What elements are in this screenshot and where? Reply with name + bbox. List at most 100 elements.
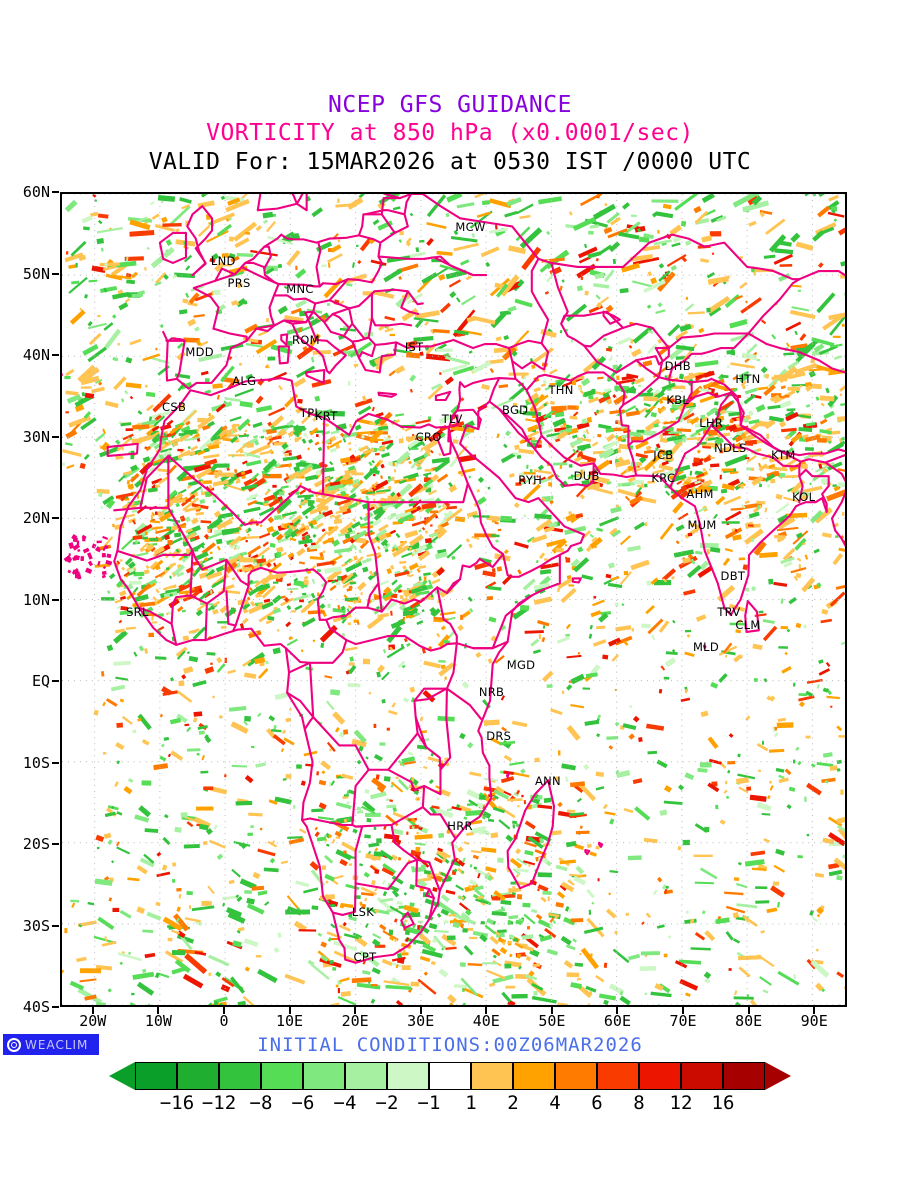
vorticity-patch xyxy=(439,302,451,314)
vorticity-patch xyxy=(146,246,150,251)
vorticity-patch xyxy=(780,385,786,390)
city-label-ahm: AHM xyxy=(686,486,714,501)
colorbar-tick-7: 1 xyxy=(465,1092,477,1114)
colorbar-tick-12: 12 xyxy=(669,1092,693,1114)
vorticity-patch xyxy=(795,342,816,363)
vorticity-patch xyxy=(299,310,306,317)
vorticity-patch xyxy=(656,211,674,219)
vorticity-patch xyxy=(799,333,807,341)
vorticity-patch xyxy=(516,454,522,460)
vorticity-patch xyxy=(197,225,211,237)
initial-conditions-label: INITIAL CONDITIONS:00Z06MAR2026 xyxy=(257,1034,643,1056)
vorticity-patch xyxy=(465,275,472,281)
vorticity-patch xyxy=(828,310,845,321)
vorticity-patch xyxy=(295,268,307,279)
vorticity-patch xyxy=(235,298,247,308)
vorticity-patch xyxy=(221,376,240,384)
vorticity-patch xyxy=(837,468,845,475)
vorticity-patch xyxy=(97,314,101,318)
vorticity-patch xyxy=(88,279,98,283)
vorticity-patch xyxy=(100,505,104,510)
city-label-mcw: MCW xyxy=(455,220,486,235)
vorticity-patch xyxy=(670,265,678,271)
vorticity-patch xyxy=(267,235,294,246)
vorticity-patch xyxy=(357,259,362,265)
vorticity-patch xyxy=(374,417,384,425)
y-tick-mark xyxy=(52,354,59,356)
x-tick-mark xyxy=(354,1007,357,1014)
vorticity-patch xyxy=(604,202,608,207)
vorticity-patch xyxy=(647,343,658,355)
vorticity-patch xyxy=(347,380,351,386)
vorticity-patch xyxy=(424,530,429,534)
vorticity-patch xyxy=(748,220,757,227)
vorticity-patch xyxy=(504,210,518,218)
x-tick-mark xyxy=(550,1007,553,1014)
vorticity-patch xyxy=(498,384,509,389)
vorticity-patch xyxy=(529,393,545,412)
vorticity-patch xyxy=(212,383,223,389)
vorticity-patch xyxy=(570,338,574,343)
vorticity-patch xyxy=(609,216,621,226)
vorticity-patch xyxy=(154,224,175,233)
x-tick-mark xyxy=(616,1007,619,1014)
vorticity-patch xyxy=(812,194,817,197)
y-axis-tick-30N: 30N xyxy=(22,427,50,446)
vorticity-patch xyxy=(605,304,614,313)
vorticity-patch xyxy=(188,292,200,305)
vorticity-patch xyxy=(64,376,71,380)
vorticity-patch xyxy=(376,447,380,451)
vorticity-patch xyxy=(262,211,274,219)
colorbar-swatch-13 xyxy=(681,1062,723,1090)
vorticity-patch xyxy=(263,265,278,271)
vorticity-patch xyxy=(837,225,845,236)
vorticity-patch xyxy=(450,235,478,243)
vorticity-patch xyxy=(669,224,683,236)
vorticity-patch xyxy=(103,322,114,331)
colorbar-tick-11: 8 xyxy=(633,1092,645,1114)
vorticity-patch xyxy=(83,453,90,461)
x-axis-tick-10W: 10W xyxy=(144,1012,172,1030)
vorticity-patch xyxy=(778,458,798,472)
colorbar-swatch-6 xyxy=(387,1062,429,1090)
city-label-clm: CLM xyxy=(735,617,761,632)
vorticity-patch xyxy=(87,346,107,363)
vorticity-patch xyxy=(472,315,496,325)
vorticity-patch xyxy=(759,209,773,215)
city-label-thn: THN xyxy=(548,383,574,398)
vorticity-patch xyxy=(817,262,824,269)
vorticity-patch xyxy=(129,219,151,231)
vorticity-patch xyxy=(314,395,321,402)
vorticity-patch xyxy=(655,447,659,451)
vorticity-patch xyxy=(585,545,593,553)
vorticity-patch xyxy=(71,280,80,285)
y-axis-tick-10S: 10S xyxy=(22,753,50,772)
vorticity-patch xyxy=(444,376,454,385)
city-label-mgd: MGD xyxy=(506,657,536,672)
vorticity-patch xyxy=(64,252,84,263)
vorticity-patch xyxy=(200,370,209,376)
vorticity-patch xyxy=(124,256,144,262)
vorticity-patch xyxy=(182,298,189,304)
vorticity-patch xyxy=(760,366,768,374)
vorticity-patch xyxy=(665,490,671,496)
vorticity-patch xyxy=(248,443,271,457)
vorticity-patch xyxy=(97,213,109,219)
vorticity-patch xyxy=(427,385,444,400)
vorticity-patch xyxy=(604,269,615,282)
vorticity-patch xyxy=(117,289,124,296)
vorticity-patch xyxy=(121,398,125,403)
vorticity-patch xyxy=(576,285,584,292)
vorticity-patch xyxy=(471,360,492,374)
valid-time-title: VALID For: 15MAR2026 at 0530 IST /0000 U… xyxy=(148,149,752,175)
vorticity-patch xyxy=(125,382,142,389)
vorticity-patch xyxy=(829,316,845,336)
vorticity-patch xyxy=(673,549,694,558)
vorticity-patch xyxy=(90,211,99,217)
vorticity-patch xyxy=(309,505,327,515)
vorticity-patch xyxy=(265,364,271,369)
vorticity-patch xyxy=(179,197,192,204)
vorticity-patch xyxy=(503,549,509,555)
x-tick-mark xyxy=(813,1007,816,1014)
vorticity-patch xyxy=(436,348,453,352)
